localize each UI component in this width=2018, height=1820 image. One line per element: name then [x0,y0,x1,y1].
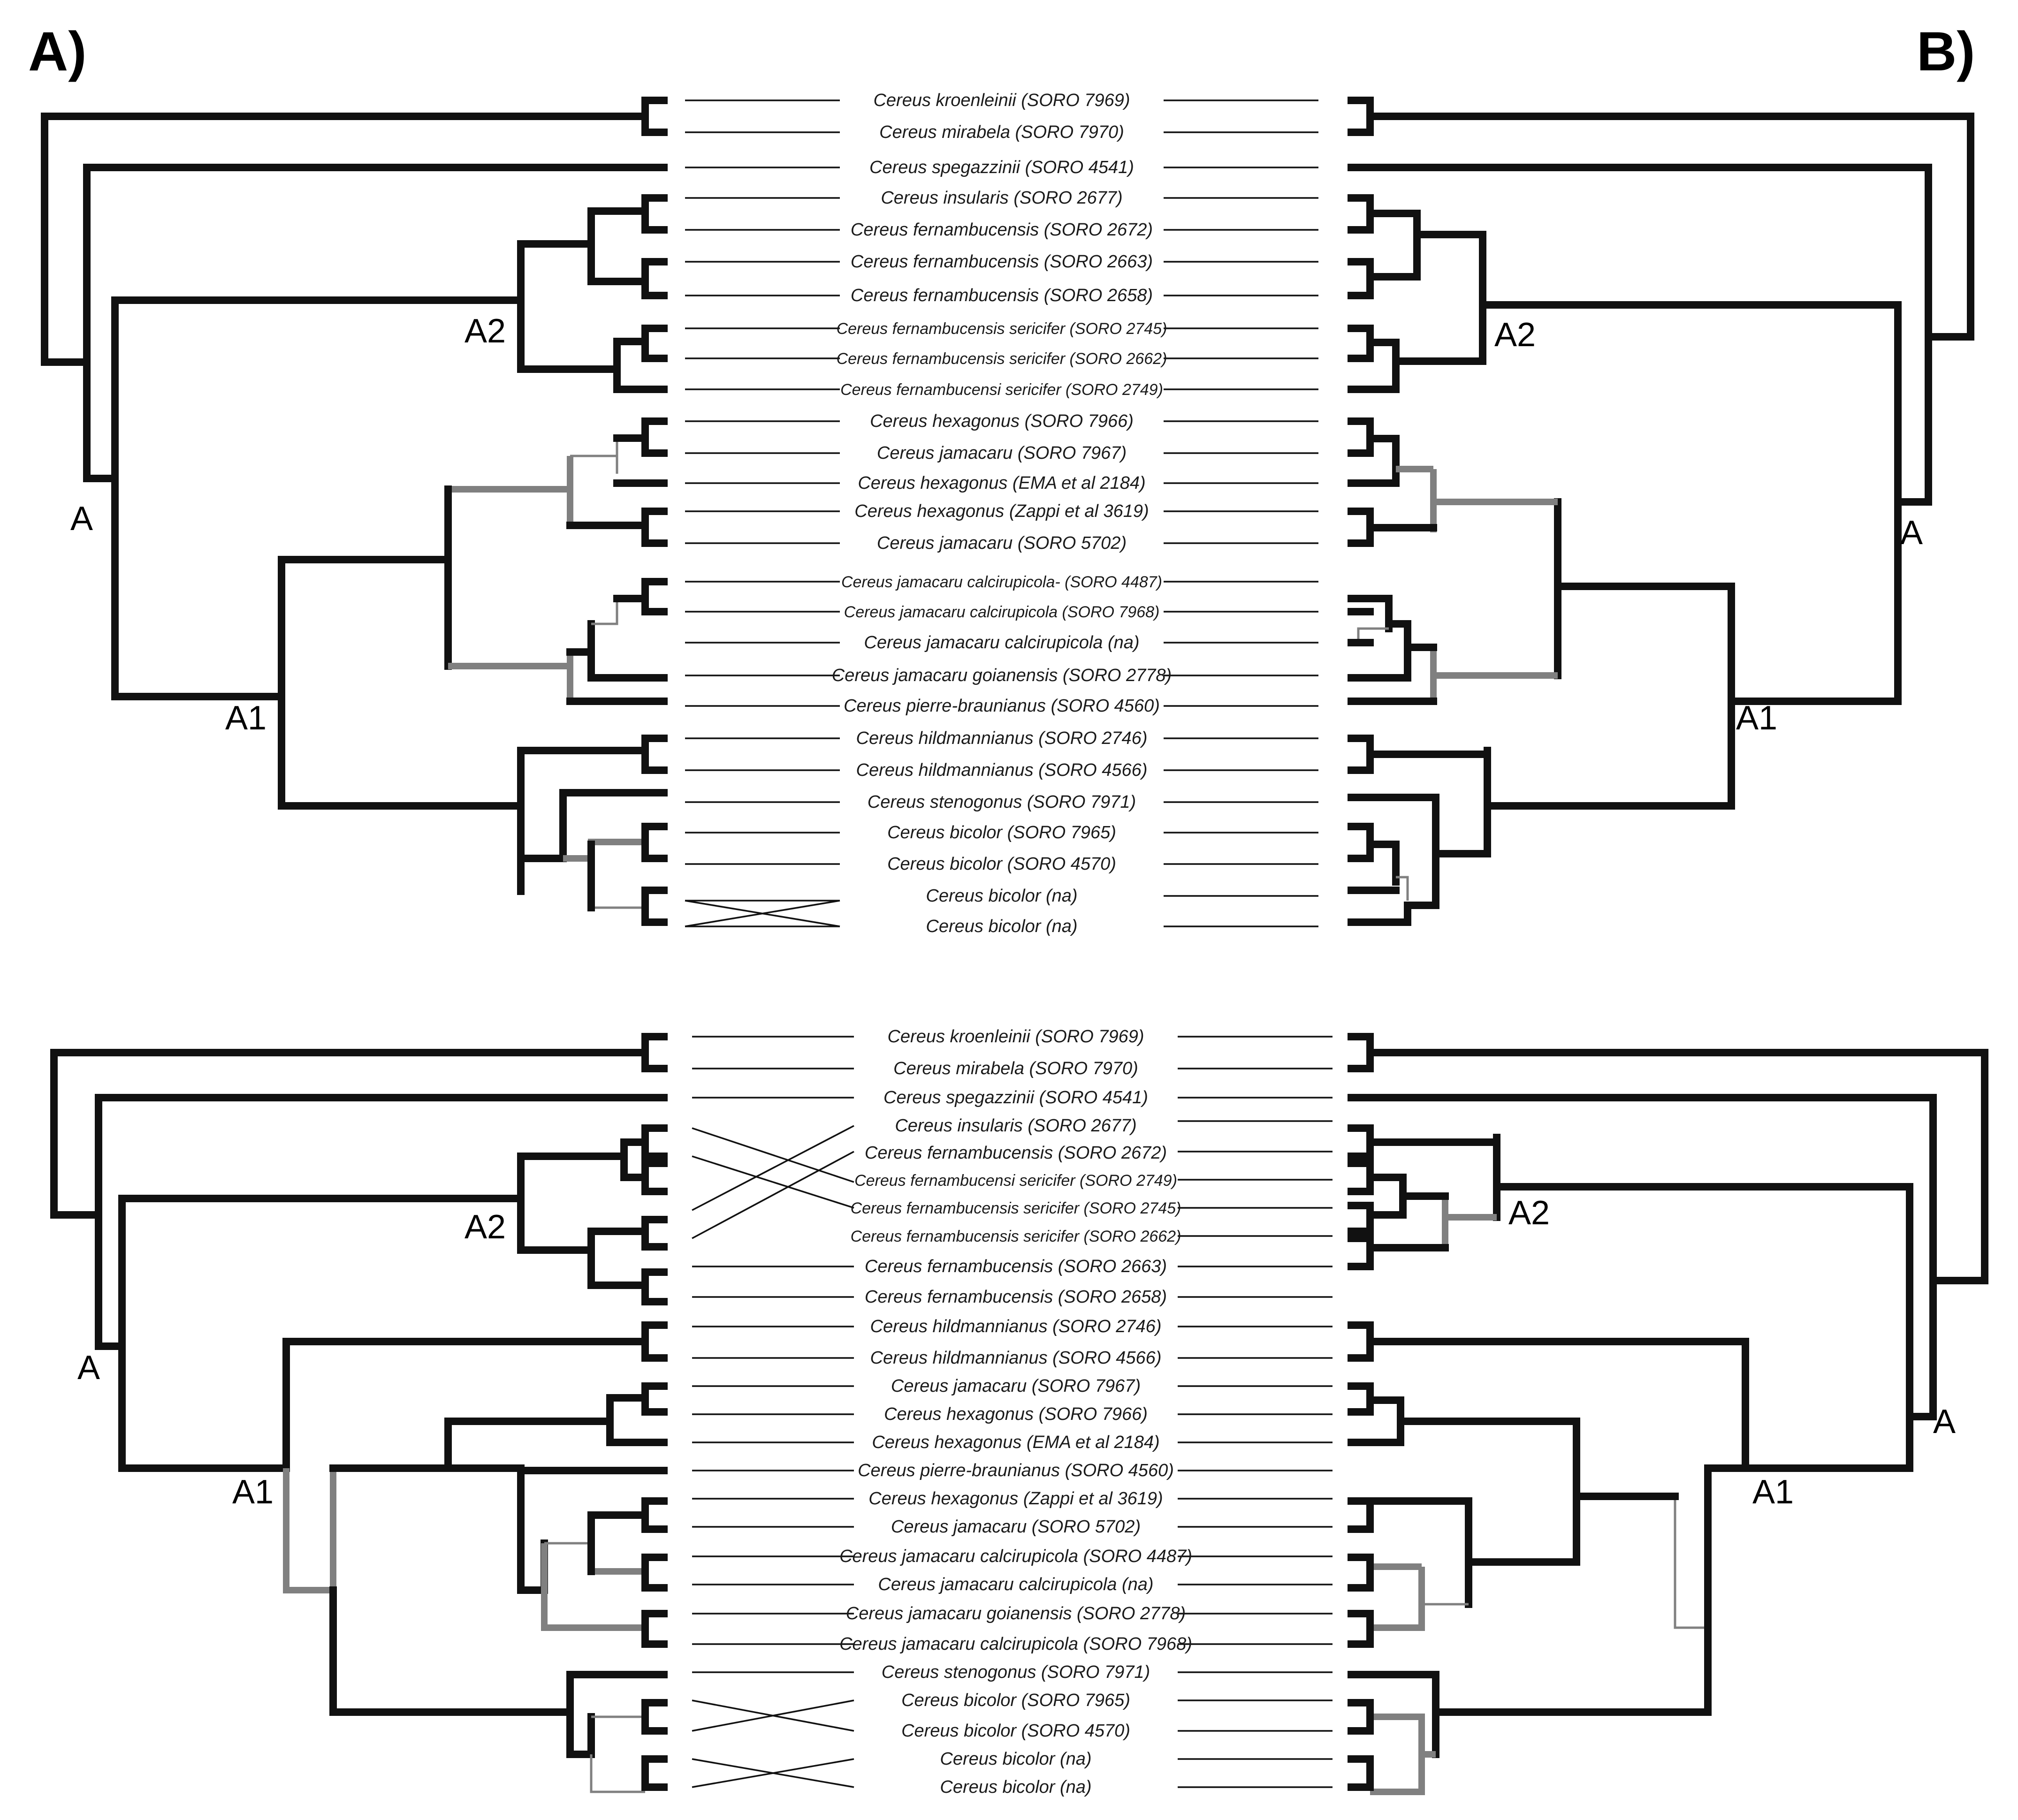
taxon-label: Cereus hexagonus (SORO 7966) [870,411,1134,431]
taxon-label: Cereus hildmannianus (SORO 4566) [856,760,1148,780]
taxon-label: Cereus kroenleinii (SORO 7969) [887,1027,1144,1046]
clade-label-a: A [70,500,93,538]
taxon-label: Cereus insularis (SORO 2677) [895,1116,1136,1136]
taxon-label: Cereus jamacaru (SORO 5702) [891,1517,1141,1537]
taxon-label: Cereus fernambucensis sericifer (SORO 26… [851,1228,1181,1245]
taxon-label: Cereus fernambucensis sericifer (SORO 26… [837,350,1167,368]
top-taxon-labels: Cereus kroenleinii (SORO 7969) Cereus mi… [832,91,1172,936]
taxon-label: Cereus mirabela (SORO 7970) [879,122,1124,142]
top-left-tree [41,97,668,926]
clade-label-a: A [1900,514,1923,552]
taxon-label: Cereus pierre-braunianus (SORO 4560) [844,696,1160,716]
taxon-label: Cereus spegazzinii (SORO 4541) [883,1088,1148,1107]
clade-label-a: A [1933,1403,1956,1441]
taxon-label: Cereus bicolor (na) [926,917,1077,936]
clade-label-a2: A2 [465,1208,506,1246]
clade-label-a1: A1 [1736,699,1777,737]
bottom-tanglegram: Cereus kroenleinii (SORO 7969) Cereus mi… [50,1027,1988,1797]
clade-label-a2: A2 [1494,316,1536,354]
taxon-label: Cereus fernambucensis sericifer (SORO 27… [837,320,1167,338]
bottom-clade-labels: A A1 A2 A A1 A2 [77,1194,1956,1511]
taxon-label: Cereus jamacaru (SORO 7967) [891,1376,1141,1396]
taxon-label: Cereus hexagonus (Zappi et al 3619) [868,1489,1163,1509]
taxon-label: Cereus fernambucensis (SORO 2672) [851,220,1153,240]
taxon-label: Cereus fernambucensis (SORO 2663) [865,1257,1167,1276]
top-connectors [685,99,1318,927]
top-clade-labels: A A1 A2 A A1 A2 [70,312,1923,737]
taxon-label: Cereus jamacaru calcirupicola (SORO 4487… [839,1547,1192,1566]
clade-label-a: A [77,1349,100,1387]
bottom-left-tree [50,1033,668,1793]
taxon-label: Cereus fernambucensis (SORO 2672) [865,1143,1167,1163]
taxon-label: Cereus stenogonus (SORO 7971) [882,1662,1150,1682]
taxon-label: Cereus hexagonus (EMA et al 2184) [872,1433,1159,1452]
taxon-label: Cereus jamacaru (SORO 5702) [877,533,1127,553]
taxon-label: Cereus bicolor (na) [940,1777,1091,1797]
clade-label-a1: A1 [1752,1473,1794,1511]
clade-label-a1: A1 [232,1473,274,1511]
clade-label-a1: A1 [225,699,267,737]
taxon-label: Cereus stenogonus (SORO 7971) [868,792,1136,812]
clade-label-a2: A2 [1508,1194,1550,1232]
clade-label-a2: A2 [465,312,506,350]
taxon-label: Cereus hexagonus (SORO 7966) [884,1404,1148,1424]
taxon-label: Cereus fernambucensi sericifer (SORO 274… [840,381,1163,399]
taxon-label: Cereus fernambucensis (SORO 2663) [851,252,1153,272]
panel-label-a: A) [28,21,87,83]
taxon-label: Cereus fernambucensi sericifer (SORO 274… [854,1172,1177,1190]
taxon-label: Cereus bicolor (SORO 7965) [901,1691,1130,1710]
taxon-label: Cereus jamacaru calcirupicola (na) [864,633,1139,652]
taxon-label: Cereus spegazzinii (SORO 4541) [869,158,1134,177]
taxon-label: Cereus jamacaru calcirupicola (SORO 7968… [844,603,1160,621]
bottom-taxon-labels: Cereus kroenleinii (SORO 7969) Cereus mi… [839,1027,1192,1797]
panel-label-b: B) [1917,21,1975,83]
taxon-label: Cereus fernambucensis sericifer (SORO 27… [851,1199,1181,1217]
taxon-label: Cereus jamacaru goianensis (SORO 2778) [846,1604,1186,1623]
taxon-label: Cereus fernambucensis (SORO 2658) [865,1287,1167,1307]
taxon-label: Cereus jamacaru calcirupicola (SORO 7968… [839,1634,1192,1654]
top-right-tree [1348,97,1974,926]
taxon-label: Cereus bicolor (SORO 4570) [887,854,1116,874]
taxon-label: Cereus mirabela (SORO 7970) [893,1059,1138,1078]
taxon-label: Cereus hexagonus (Zappi et al 3619) [854,501,1149,521]
taxon-label: Cereus hildmannianus (SORO 4566) [870,1348,1162,1368]
taxon-label: Cereus hildmannianus (SORO 2746) [870,1317,1162,1336]
taxon-label: Cereus jamacaru calcirupicola- (SORO 448… [841,573,1162,591]
taxon-label: Cereus jamacaru calcirupicola (na) [878,1575,1153,1594]
taxon-label: Cereus fernambucensis (SORO 2658) [851,286,1153,305]
taxon-label: Cereus bicolor (SORO 4570) [901,1721,1130,1741]
taxon-label: Cereus bicolor (na) [940,1749,1091,1769]
taxon-label: Cereus hildmannianus (SORO 2746) [856,728,1148,748]
top-tanglegram: Cereus kroenleinii (SORO 7969) Cereus mi… [41,91,1974,936]
taxon-label: Cereus bicolor (SORO 7965) [887,823,1116,842]
bottom-right-tree [1348,1033,1988,1795]
taxon-label: Cereus bicolor (na) [926,886,1077,906]
taxon-label: Cereus jamacaru goianensis (SORO 2778) [832,666,1172,685]
taxon-label: Cereus insularis (SORO 2677) [881,188,1122,208]
taxon-label: Cereus pierre-braunianus (SORO 4560) [858,1461,1174,1480]
taxon-label: Cereus kroenleinii (SORO 7969) [873,91,1130,110]
bottom-connectors [692,1036,1333,1788]
taxon-label: Cereus jamacaru (SORO 7967) [877,443,1127,463]
taxon-label: Cereus hexagonus (EMA et al 2184) [858,473,1145,493]
